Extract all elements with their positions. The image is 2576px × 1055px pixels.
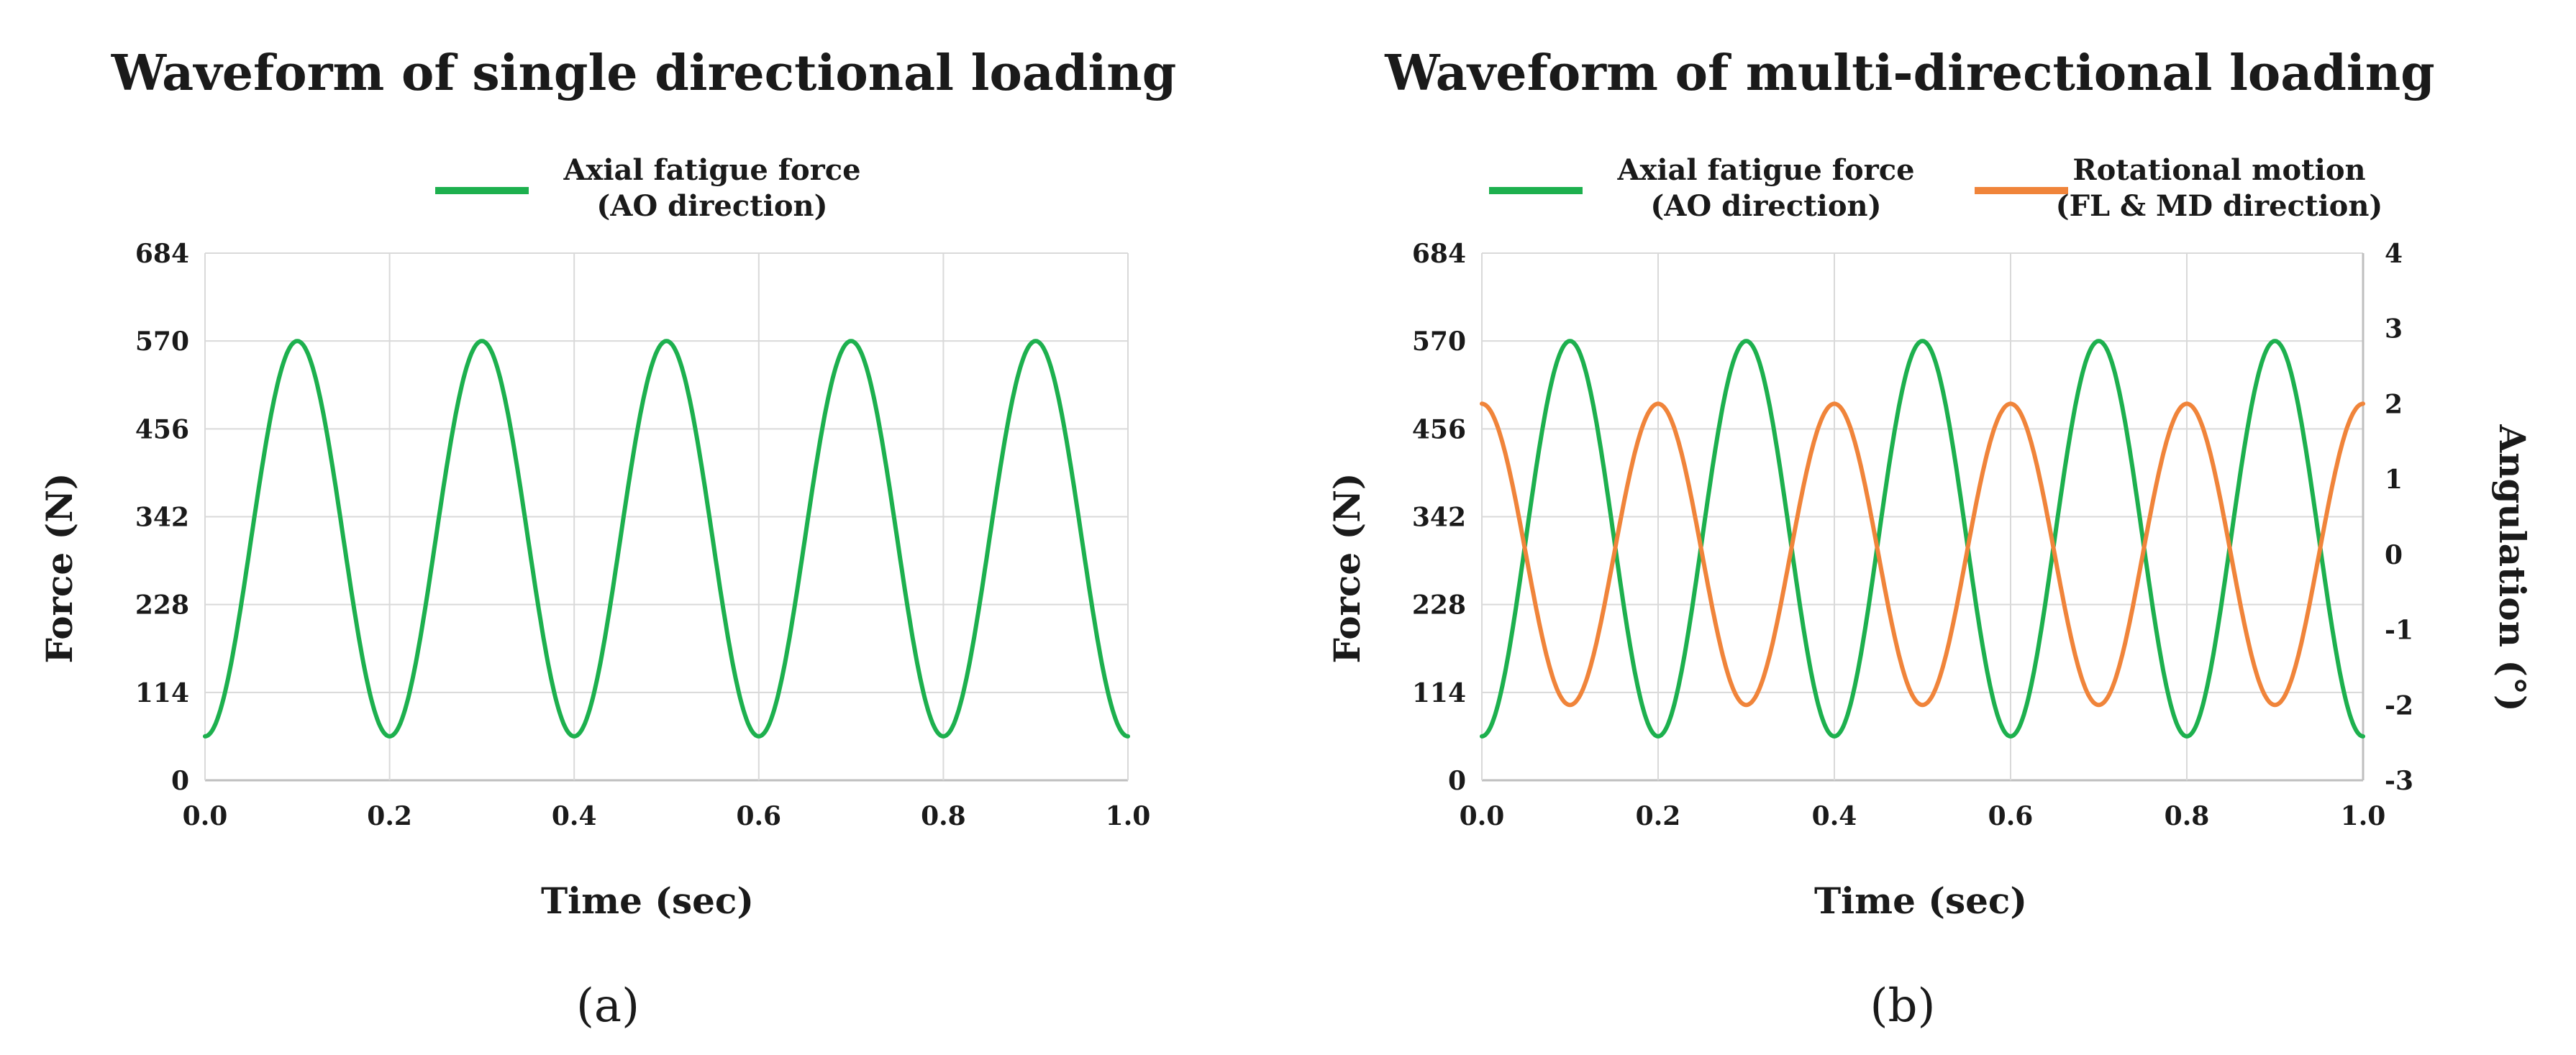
panel-b-y-tick-label: 570 — [1412, 326, 1466, 357]
panel-b-legend-axial-label-line1: Axial fatigue force — [1616, 153, 1914, 187]
panel-b-y2-tick-label: 3 — [2385, 314, 2403, 344]
panel-b: Waveform of multi-directional loading Ax… — [1326, 45, 2534, 1033]
panel-b-x-tick-label: 0.8 — [2165, 801, 2210, 831]
panel-a-y-tick-label: 114 — [135, 678, 189, 708]
panel-a-y-tick-label: 684 — [135, 239, 189, 269]
panel-b-y2-tick-label: -2 — [2385, 690, 2413, 721]
panel-a-title: Waveform of single directional loading — [111, 45, 1177, 102]
panel-b-series-axial-fatigue-force — [1480, 339, 2365, 739]
panel-b-y2-tick-label: -3 — [2385, 766, 2413, 796]
panel-b-y-tick-label: 0 — [1448, 766, 1466, 796]
panel-b-y-tick-label: 342 — [1412, 503, 1466, 533]
panel-b-x-tick-label: 1.0 — [2341, 801, 2386, 831]
panel-b-series-rotational-motion — [1480, 401, 2365, 708]
panel-b-y2-tick-label: 2 — [2385, 389, 2403, 419]
panel-a-y-tick-label: 228 — [135, 590, 189, 621]
panel-b-y-tick-label: 228 — [1412, 590, 1466, 621]
panel-a-series-axial-fatigue-force — [203, 339, 1130, 739]
panel-a-label: (a) — [576, 979, 640, 1033]
panel-a-x-tick-label: 0.8 — [921, 801, 966, 831]
panel-a-gridlines — [204, 252, 1129, 782]
panel-b-y2-tick-label: 4 — [2385, 239, 2403, 269]
panel-a-legend: Axial fatigue force (AO direction) — [435, 153, 861, 223]
panel-a-x-tick-label: 0.4 — [552, 801, 597, 831]
panel-b-y-tick-label: 456 — [1412, 414, 1466, 444]
panel-b-y-axis-label: Force (N) — [1326, 472, 1368, 663]
panel-a-tick-labels: 0 114 228 342 456 570 684 0.0 0.2 0.4 0.6 0.8 1.0 — [135, 239, 1150, 831]
panel-a-x-tick-label: 0.0 — [183, 801, 228, 831]
panel-a-x-tick-label: 0.2 — [367, 801, 412, 831]
panel-a-y-tick-label: 456 — [135, 414, 189, 444]
panel-b-y2-tick-label: 0 — [2385, 540, 2403, 570]
panel-b-x-tick-label: 0.2 — [1636, 801, 1681, 831]
panel-b-gridlines — [1481, 252, 2365, 782]
panel-a: Waveform of single directional loading A… — [38, 45, 1176, 1033]
panel-b-x-axis-label: Time (sec) — [1814, 880, 2027, 922]
panel-b-legend-axial-label-line2: (AO direction) — [1650, 189, 1881, 223]
panel-b-y2-tick-label: 1 — [2385, 465, 2403, 495]
panel-b-label: (b) — [1870, 979, 1936, 1033]
panel-b-x-tick-label: 0.4 — [1812, 801, 1857, 831]
panel-b-legend: Axial fatigue force (AO direction) Rotat… — [1489, 153, 2382, 223]
panel-b-legend-rotational-label-line2: (FL & MD direction) — [2056, 189, 2383, 223]
panel-b-y-tick-label: 684 — [1412, 239, 1466, 269]
panel-a-legend-axial-label-line2: (AO direction) — [596, 189, 827, 223]
panel-a-y-tick-label: 570 — [135, 326, 189, 357]
panel-a-legend-axial-label-line1: Axial fatigue force — [563, 153, 860, 187]
panel-a-y-tick-label: 342 — [135, 503, 189, 533]
panel-a-x-tick-label: 0.6 — [736, 801, 781, 831]
panel-b-y2-axis-label: Angulation (°) — [2491, 424, 2534, 711]
panel-a-y-axis-label: Force (N) — [38, 472, 81, 663]
panel-a-x-axis-label: Time (sec) — [541, 880, 754, 922]
panel-b-y-tick-label: 114 — [1412, 678, 1466, 708]
panel-b-title: Waveform of multi-directional loading — [1384, 45, 2434, 102]
panel-b-legend-rotational-label-line1: Rotational motion — [2072, 153, 2365, 187]
panel-b-y2-tick-label: -1 — [2385, 616, 2413, 646]
panel-a-x-tick-label: 1.0 — [1106, 801, 1151, 831]
panel-b-x-tick-label: 0.6 — [1988, 801, 2034, 831]
panel-a-y-tick-label: 0 — [171, 766, 189, 796]
panel-b-x-tick-label: 0.0 — [1460, 801, 1505, 831]
